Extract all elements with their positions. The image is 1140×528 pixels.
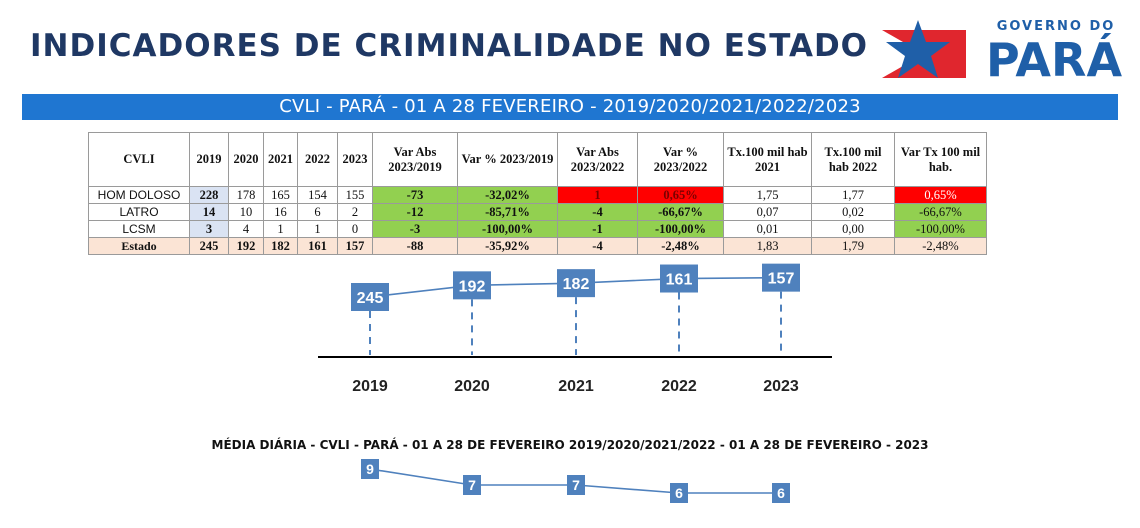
table-row-total: Estado 245 192 182 161 157 -88 -35,92% -… (88, 237, 987, 255)
table-cell: 3 (189, 220, 229, 238)
chart-1-data-label: 192 (459, 278, 486, 295)
table-cell: 192 (228, 237, 264, 255)
table-cell: 1,75 (723, 186, 812, 204)
table-cell: 157 (337, 237, 373, 255)
chart-2-data-label: 6 (675, 485, 683, 501)
table-cell: -85,71% (457, 203, 558, 221)
section-banner: CVLI - PARÁ - 01 A 28 FEVEREIRO - 2019/2… (22, 94, 1118, 120)
column-header: 2020 (228, 132, 264, 187)
table-cell: -100,00% (894, 220, 987, 238)
row-label: Estado (88, 237, 190, 255)
table-header-row: CVLI 2019 2020 2021 2022 2023 Var Abs 20… (88, 132, 987, 187)
table-cell: -1 (557, 220, 638, 238)
table-cell: -66,67% (894, 203, 987, 221)
chart-1-point-box (557, 269, 595, 298)
table-cell: -2,48% (894, 237, 987, 255)
table-cell: 0,65% (637, 186, 724, 204)
chart-2-data-label: 7 (468, 477, 476, 493)
governo-do-para-logo: GOVERNO DO PARÁ (882, 19, 1123, 84)
table-cell: -3 (372, 220, 458, 238)
chart-1-data-label: 161 (666, 272, 693, 289)
table-cell: 245 (189, 237, 229, 255)
chart-1-data-label: 157 (768, 271, 795, 288)
chart-2-data-label: 9 (366, 461, 374, 477)
column-header: Var Tx 100 mil hab. (894, 132, 987, 187)
table-cell: -100,00% (457, 220, 558, 238)
column-header: Var Abs 2023/2019 (372, 132, 458, 187)
table-cell: -66,67% (637, 203, 724, 221)
chart-1-data-label: 245 (357, 290, 384, 307)
table-cell: -2,48% (637, 237, 724, 255)
table-cell: 16 (263, 203, 298, 221)
table-cell: -35,92% (457, 237, 558, 255)
chart-1-point-box (351, 283, 389, 311)
chart-1-point-box (762, 263, 800, 292)
table-cell: -12 (372, 203, 458, 221)
table-cell: 155 (337, 186, 373, 204)
chart-2-data-label: 7 (572, 477, 580, 493)
table-cell: 165 (263, 186, 298, 204)
table-cell: 161 (297, 237, 338, 255)
chart-2-point-box (772, 483, 790, 503)
table-cell: 1,79 (811, 237, 895, 255)
table-cell: 1,83 (723, 237, 812, 255)
chart-1-x-tick-label: 2023 (763, 378, 799, 395)
chart-2-title: MÉDIA DIÁRIA - CVLI - PARÁ - 01 A 28 DE … (211, 438, 929, 452)
page-title: INDICADORES DE CRIMINALIDADE NO ESTADO (30, 28, 869, 64)
column-header: 2019 (189, 132, 229, 187)
chart-2-point-box (361, 459, 379, 479)
logo-blue-star (886, 20, 950, 78)
column-header: 2021 (263, 132, 298, 187)
table-cell: 14 (189, 203, 229, 221)
table-cell: 178 (228, 186, 264, 204)
column-header: Tx.100 mil hab 2021 (723, 132, 812, 187)
table-cell: 182 (263, 237, 298, 255)
chart-1-x-tick-label: 2019 (352, 378, 388, 395)
column-header: CVLI (88, 132, 190, 187)
table-cell: 0,65% (894, 186, 987, 204)
table-cell: 0,00 (811, 220, 895, 238)
chart-1-data-label: 182 (563, 276, 590, 293)
crime-table: CVLI 2019 2020 2021 2022 2023 Var Abs 20… (88, 132, 987, 255)
table-cell: -88 (372, 237, 458, 255)
chart-1-x-tick-label: 2022 (661, 378, 697, 395)
chart-2-point-box (670, 483, 688, 503)
chart-2-data-label: 6 (777, 485, 785, 501)
chart-1-point-box (660, 264, 698, 293)
logo-text-top: GOVERNO DO (997, 19, 1116, 34)
chart-1-x-tick-label: 2020 (454, 378, 490, 395)
chart-1-point-box (453, 271, 491, 300)
chart-1-x-tick-label: 2021 (558, 378, 594, 395)
logo-text-main: PARÁ (986, 33, 1123, 84)
chart-2-point-box (463, 475, 481, 495)
table-row: LATRO 14 10 16 6 2 -12 -85,71% -4 -66,67… (88, 203, 987, 221)
chart-2-point-box (567, 475, 585, 495)
table-row: LCSM 3 4 1 1 0 -3 -100,00% -1 -100,00% 0… (88, 220, 987, 238)
column-header: Var % 2023/2019 (457, 132, 558, 187)
